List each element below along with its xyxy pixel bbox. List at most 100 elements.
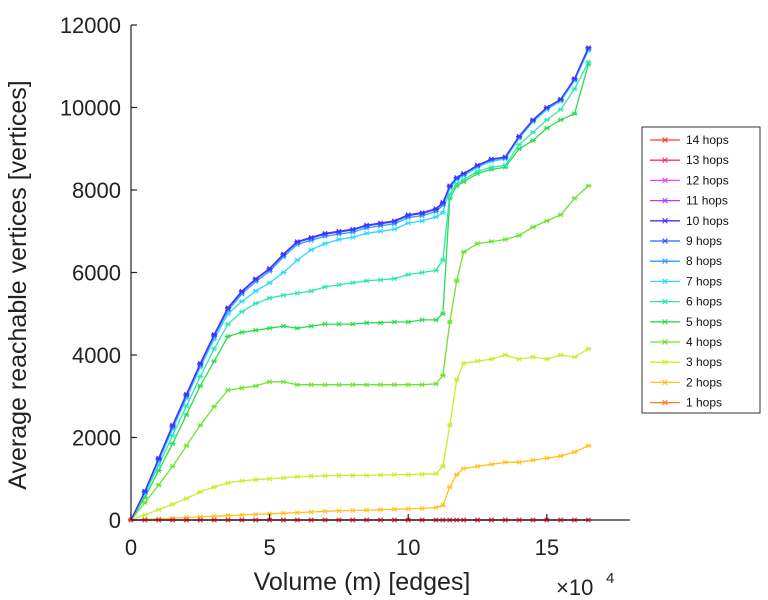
data-point [280, 510, 287, 516]
data-point [571, 76, 578, 82]
data-point [474, 168, 481, 174]
data-point [335, 237, 342, 242]
data-point [280, 270, 287, 275]
legend-marker [661, 278, 669, 285]
data-point [488, 239, 495, 245]
data-point [391, 226, 398, 232]
data-point [335, 472, 342, 478]
data-point [308, 382, 315, 388]
data-point [252, 300, 259, 306]
legend-marker [661, 157, 669, 164]
legend-label: 12 hops [686, 173, 729, 187]
data-point [266, 476, 273, 482]
data-point [363, 278, 370, 284]
data-point [377, 220, 384, 226]
data-point [432, 206, 439, 212]
data-point [446, 484, 453, 490]
data-point [377, 472, 384, 478]
data-point [405, 220, 412, 226]
data-point [363, 507, 370, 513]
data-point [141, 512, 148, 518]
legend-entry: 4 hops [650, 335, 722, 349]
data-point [488, 461, 495, 467]
data-point [405, 506, 412, 512]
data-point [252, 327, 259, 333]
data-point [335, 228, 342, 234]
data-point [571, 449, 578, 455]
data-point [349, 321, 356, 327]
data-point [280, 251, 287, 257]
data-point [453, 377, 460, 383]
data-point [377, 507, 384, 513]
series-line [130, 50, 589, 521]
legend-entry: 11 hops [650, 194, 728, 208]
data-point [141, 488, 148, 494]
data-point [439, 199, 446, 205]
x-multiplier-exponent: 4 [606, 570, 614, 587]
data-point [252, 511, 259, 517]
data-point [557, 96, 564, 102]
legend-entry: 12 hops [650, 173, 729, 187]
data-point [225, 305, 232, 311]
data-point [363, 472, 370, 478]
data-point [363, 382, 370, 388]
data-point [529, 129, 536, 135]
legend-label: 14 hops [686, 133, 729, 147]
data-point [377, 320, 384, 326]
legend-entry: 3 hops [650, 355, 722, 369]
data-point [308, 323, 315, 329]
data-point [280, 323, 287, 329]
data-point [197, 373, 204, 379]
data-point [322, 508, 329, 514]
data-point [460, 177, 467, 183]
data-point [585, 59, 592, 65]
data-point [432, 381, 439, 387]
data-point [529, 138, 536, 143]
data-point [238, 478, 245, 484]
data-point [197, 360, 204, 366]
data-point [225, 333, 232, 339]
data-point [419, 471, 426, 477]
data-point [439, 210, 446, 216]
data-point [322, 284, 329, 290]
data-point [439, 503, 446, 509]
data-point [266, 379, 273, 385]
data-point [183, 391, 190, 397]
data-point [419, 210, 426, 216]
data-point [453, 278, 460, 284]
data-point [252, 276, 259, 282]
data-point [474, 463, 481, 469]
data-point [529, 457, 536, 463]
data-point [155, 507, 162, 513]
legend-label: 11 hops [686, 194, 728, 208]
data-point [529, 224, 536, 230]
y-ticks: 0 2000 4000 6000 8000 10000 12000 [60, 13, 137, 533]
data-point [516, 356, 523, 362]
series-2-hops [128, 443, 592, 523]
y-axis-title: Average reachable vertices [vertices] [4, 80, 32, 489]
data-point [349, 508, 356, 514]
legend-label: 3 hops [686, 355, 722, 369]
series-line [130, 64, 590, 521]
data-point [543, 125, 550, 131]
data-point [405, 272, 412, 278]
legend-label: 1 hops [686, 396, 722, 410]
data-point [169, 422, 176, 428]
data-point [391, 276, 398, 282]
data-point [529, 117, 536, 123]
x-multiplier-base: ×10 [556, 575, 593, 600]
legend-label: 13 hops [686, 153, 729, 167]
legend-label: 10 hops [686, 214, 729, 228]
legend-entry: 9 hops [650, 234, 722, 248]
data-point [391, 382, 398, 388]
data-point [502, 352, 509, 358]
data-point [349, 234, 356, 240]
data-point [197, 383, 204, 389]
data-point [446, 183, 453, 189]
data-point [529, 354, 536, 360]
data-point [377, 277, 384, 283]
legend-box [641, 126, 761, 414]
x-multiplier: ×10 4 [556, 570, 614, 600]
data-point [432, 214, 439, 220]
